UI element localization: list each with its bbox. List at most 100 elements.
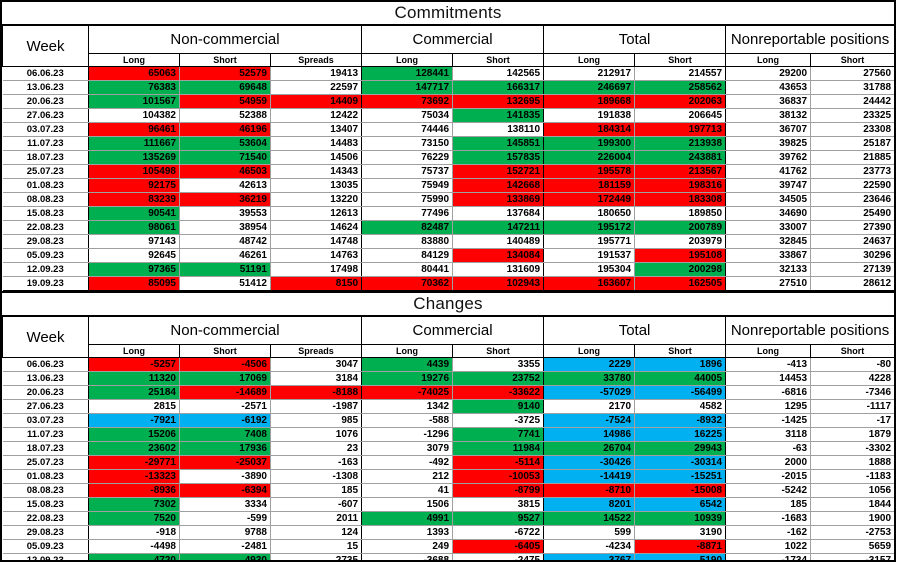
value-cell: 25187 [810,136,894,151]
value-cell: 200298 [634,262,727,277]
value-cell: 23602 [88,441,180,456]
value-cell: 14483 [270,136,363,151]
value-cell: 39762 [725,150,812,165]
value-cell: 191838 [543,108,636,123]
group-header-total: Total [543,316,727,345]
subcolumn-header-long-7: Long [725,53,812,67]
value-cell: 39747 [725,178,812,193]
group-header-nonreportable-positions: Nonreportable positions [725,316,894,345]
value-cell: 90541 [88,206,180,221]
value-cell: -1183 [810,469,894,484]
week-cell: 20.06.23 [2,94,89,109]
value-cell: 7408 [179,427,271,442]
table-row: 29.08.23 -918 9788 124 1393 -6722 599 3190 -162-… [2,525,894,540]
value-cell: -5242 [725,483,812,498]
subcolumn-header-long-5: Long [543,53,636,67]
value-cell: -1683 [725,511,812,526]
value-cell: 8201 [543,497,636,512]
value-cell: 77496 [361,206,454,221]
value-cell: 83239 [88,192,180,207]
value-cell: 11984 [452,441,545,456]
value-cell: 13220 [270,192,363,207]
value-cell: -14419 [543,469,636,484]
value-cell: 14763 [270,248,363,263]
value-cell: -2571 [179,399,271,414]
week-cell: 22.08.23 [2,220,89,235]
table-row: 11.07.23 15206 7408 1076 -1296 7741 14986 16225… [2,427,894,442]
value-cell: -2481 [179,539,271,554]
value-cell: 985 [270,413,363,428]
value-cell: 4930 [179,553,271,560]
value-cell: 75034 [361,108,454,123]
value-cell: 7520 [88,511,180,526]
value-cell: 124 [270,525,363,540]
value-cell: -7524 [543,413,636,428]
value-cell: 1022 [725,539,812,554]
table-row: 20.06.23 101567 54959 14409 73692 132695 18966… [2,94,894,109]
value-cell: 31788 [810,80,894,95]
table-row: 11.07.23 111667 53604 14483 73150 145851 19930… [2,136,894,151]
value-cell: 14409 [270,94,363,109]
table-row: 03.07.23 -7921 -6192 985 -588 -3725 -7524 -8932… [2,413,894,428]
group-header-nonreportable-positions: Nonreportable positions [725,25,894,54]
value-cell: 52388 [179,108,271,123]
table-row: 01.08.23 92175 42613 13035 75949 142668 181159… [2,178,894,193]
value-cell: 195771 [543,234,636,249]
value-cell: 14624 [270,220,363,235]
subcolumn-header-short-4: Short [452,53,545,67]
value-cell: 38132 [725,108,812,123]
value-cell: -918 [88,525,180,540]
value-cell: -6192 [179,413,271,428]
value-cell: -29771 [88,455,180,470]
value-cell: 75737 [361,164,454,179]
value-cell: 75990 [361,192,454,207]
value-cell: 27139 [810,262,894,277]
table-row: 12.09.23 4720 4930 2735 -3688 -2475 3767 5190 -1… [2,553,894,560]
value-cell: 8150 [270,276,363,291]
group-header-non-commercial: Non-commercial [87,25,363,54]
value-cell: 27390 [810,220,894,235]
value-cell: 180650 [543,206,636,221]
value-cell: -10053 [452,469,545,484]
value-cell: 23308 [810,122,894,137]
value-cell: 74446 [361,122,454,137]
value-cell: 96461 [88,122,180,137]
value-cell: 3047 [270,357,363,372]
value-cell: 213938 [634,136,727,151]
table-row: 22.08.23 98061 38954 14624 82487 147211 195172… [2,220,894,235]
value-cell: 34505 [725,192,812,207]
value-cell: 258562 [634,80,727,95]
value-cell: 3355 [452,357,545,372]
value-cell: 3079 [361,441,454,456]
table-row: 19.09.23 85095 51412 8150 70362 102943 163607 1… [2,276,894,291]
value-cell: 189850 [634,206,727,221]
subcolumn-header-short-6: Short [634,344,727,358]
changes-table: Week Non-commercial Commercial Total Nonrepo… [2,316,894,560]
value-cell: 132695 [452,94,545,109]
value-cell: 97143 [88,234,180,249]
value-cell: 84129 [361,248,454,263]
value-cell: -3688 [361,553,454,560]
value-cell: 102943 [452,276,545,291]
value-cell: 69648 [179,80,271,95]
value-cell: 3767 [543,553,636,560]
week-cell: 01.08.23 [2,178,89,193]
subcolumn-header-long-0: Long [88,344,180,358]
table-row: 05.09.23 -4498 -2481 15 249 -6405 -4234 -8871 10… [2,539,894,554]
value-cell: 3118 [725,427,812,442]
value-cell: 92645 [88,248,180,263]
value-cell: 29943 [634,441,727,456]
value-cell: 184314 [543,122,636,137]
value-cell: 142668 [452,178,545,193]
subcolumn-header-long-3: Long [361,344,454,358]
value-cell: 3184 [270,371,363,386]
value-cell: 98061 [88,220,180,235]
value-cell: 46503 [179,164,271,179]
value-cell: 206645 [634,108,727,123]
week-cell: 18.07.23 [2,441,89,456]
value-cell: 36707 [725,122,812,137]
value-cell: 19413 [270,66,363,81]
value-cell: 14453 [725,371,812,386]
value-cell: -8932 [634,413,727,428]
value-cell: 214557 [634,66,727,81]
